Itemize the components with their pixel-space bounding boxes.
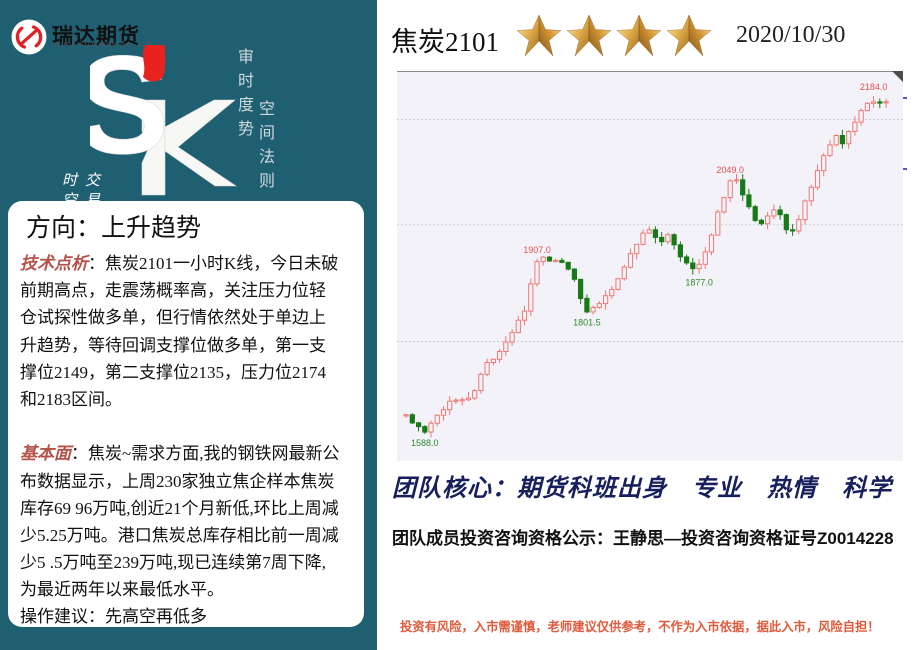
svg-text:2184.0: 2184.0 bbox=[860, 82, 888, 92]
svg-text:2049.0: 2049.0 bbox=[716, 165, 744, 175]
svg-text:1588.0: 1588.0 bbox=[411, 438, 439, 448]
svg-text:1907.0: 1907.0 bbox=[523, 245, 551, 255]
svg-text:1877.0: 1877.0 bbox=[685, 278, 713, 288]
svg-text:1801.5: 1801.5 bbox=[573, 317, 601, 327]
